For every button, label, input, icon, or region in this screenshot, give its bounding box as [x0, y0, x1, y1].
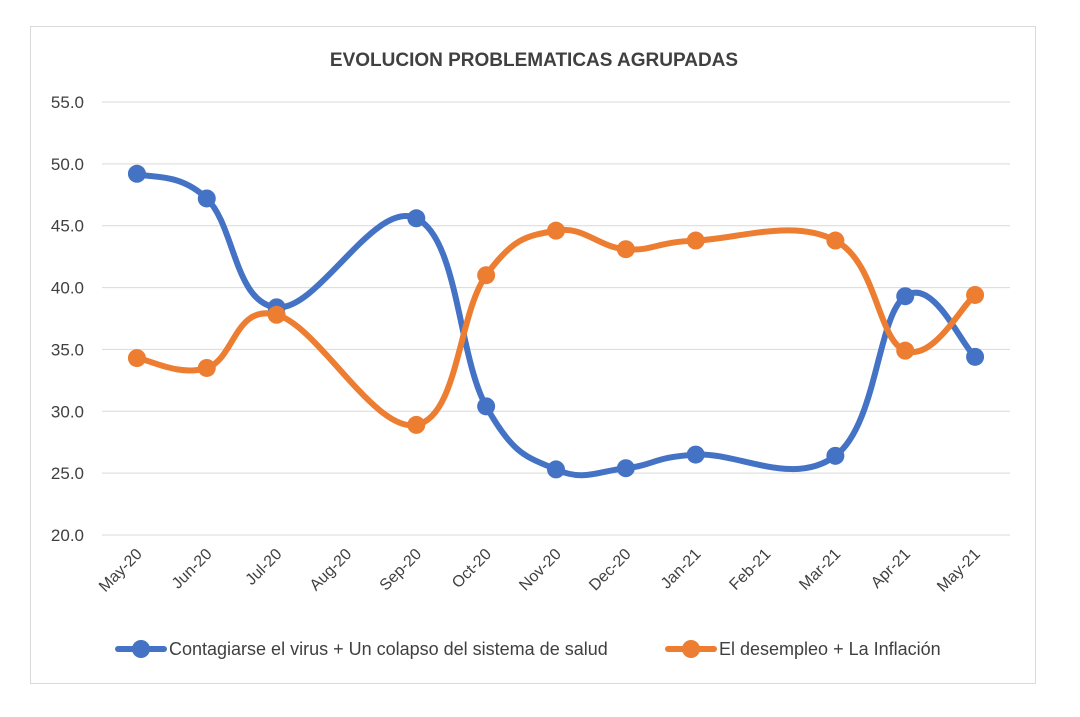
- data-point-series-2: [407, 415, 426, 434]
- series-line-2: [133, 226, 979, 429]
- x-tick-label: Oct-20: [449, 546, 495, 592]
- data-point-series-1: [826, 446, 845, 465]
- y-axis-ticks: 20.0 25.0 30.0 35.0 40.0 45.0 50.0 55.0: [51, 93, 84, 545]
- y-tick-label: 40.0: [51, 279, 84, 298]
- legend-swatch-marker: [682, 640, 700, 658]
- data-point-series-1: [127, 164, 146, 183]
- x-tick-label: May-20: [96, 546, 146, 596]
- y-tick-label: 25.0: [51, 464, 84, 483]
- x-tick-label: May-21: [934, 546, 984, 596]
- legend-label: El desempleo + La Inflación: [719, 639, 941, 659]
- data-point-series-1: [966, 347, 985, 366]
- x-tick-label: Jan-21: [658, 546, 705, 593]
- data-point-series-2: [686, 231, 705, 250]
- x-tick-label: Aug-20: [307, 546, 356, 595]
- chart-frame: [30, 26, 1036, 684]
- x-axis-ticks: May-20 Jun-20 Jul-20 Aug-20 Sep-20 Oct-20 Nov-…: [96, 546, 984, 596]
- x-tick-label: Apr-21: [868, 546, 914, 592]
- data-point-series-1: [407, 209, 426, 228]
- data-point-series-2: [616, 240, 635, 259]
- series-points: [127, 164, 985, 479]
- x-tick-label: Jul-20: [243, 546, 286, 589]
- data-point-series-2: [826, 231, 845, 250]
- y-tick-label: 20.0: [51, 526, 84, 545]
- legend-label: Contagiarse el virus + Un colapso del si…: [169, 639, 608, 659]
- series-line-1: [133, 170, 979, 479]
- y-tick-label: 50.0: [51, 155, 84, 174]
- data-point-series-2: [896, 341, 915, 360]
- data-point-series-1: [547, 460, 565, 479]
- data-point-series-2: [197, 358, 216, 377]
- y-tick-label: 45.0: [51, 217, 84, 236]
- data-point-series-2: [966, 285, 985, 304]
- data-point-series-2: [267, 305, 286, 324]
- y-tick-label: 30.0: [51, 402, 84, 421]
- data-point-series-2: [547, 221, 565, 240]
- series-lines: [133, 170, 979, 479]
- data-point-series-2: [477, 266, 496, 285]
- y-tick-label: 35.0: [51, 340, 84, 359]
- legend-swatch-marker: [132, 640, 150, 658]
- legend: Contagiarse el virus + Un colapso del si…: [115, 639, 941, 659]
- data-point-series-2: [127, 349, 146, 368]
- x-tick-label: Jun-20: [169, 546, 216, 593]
- x-tick-label: Feb-21: [726, 546, 774, 594]
- y-tick-label: 55.0: [51, 93, 84, 112]
- data-point-series-1: [197, 189, 216, 208]
- x-tick-label: Mar-21: [796, 546, 844, 594]
- x-tick-label: Dec-20: [586, 546, 635, 595]
- data-point-series-1: [477, 397, 496, 416]
- x-tick-label: Nov-20: [516, 546, 565, 595]
- data-point-series-1: [686, 445, 705, 464]
- data-point-series-1: [616, 459, 635, 478]
- data-point-series-1: [896, 287, 915, 306]
- chart-title: EVOLUCION PROBLEMATICAS AGRUPADAS: [330, 50, 738, 71]
- x-tick-label: Sep-20: [377, 546, 426, 595]
